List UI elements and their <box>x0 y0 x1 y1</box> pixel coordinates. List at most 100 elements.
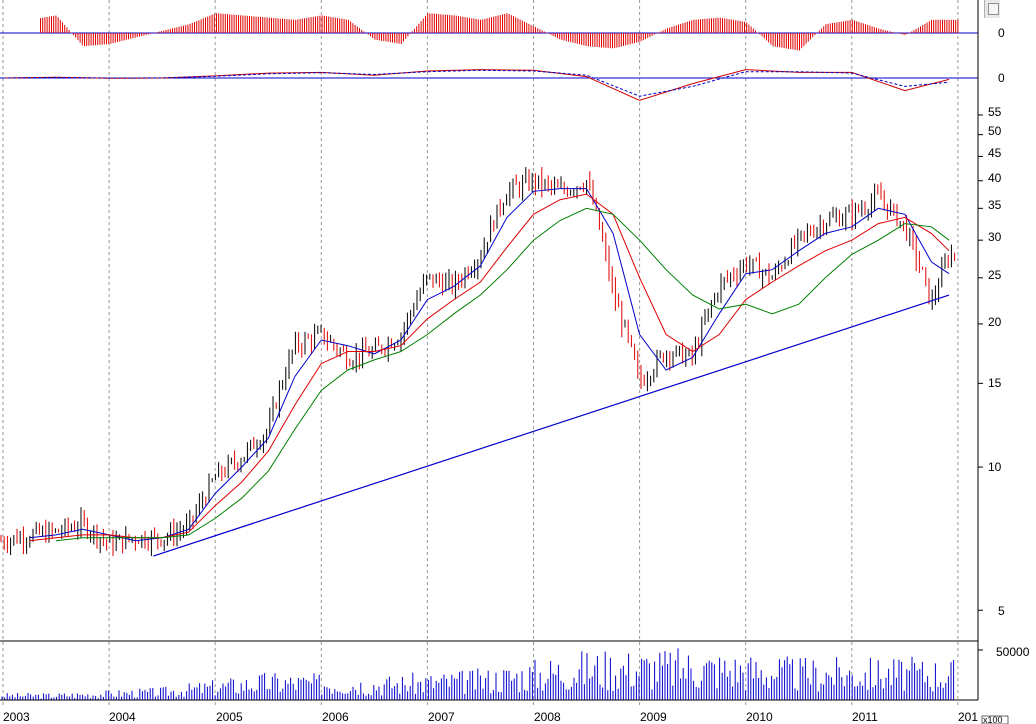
hist-bar <box>394 33 396 43</box>
hist-bar <box>207 16 209 33</box>
hist-bar <box>893 32 895 33</box>
hist-bar <box>579 33 580 45</box>
hist-bar <box>574 33 576 44</box>
hist-bar <box>563 33 565 41</box>
hist-bar <box>213 13 215 34</box>
hist-bar <box>799 33 800 51</box>
hist-bar <box>642 33 644 41</box>
hist-bar <box>664 29 666 33</box>
hist-bar <box>876 27 877 33</box>
hist-bar <box>304 18 305 33</box>
hist-bar <box>172 28 173 33</box>
hist-bar <box>942 19 943 33</box>
hist-bar <box>950 19 952 33</box>
hist-bar <box>752 28 754 33</box>
hist-bar <box>689 21 690 33</box>
hist-bar <box>433 13 435 33</box>
hist-bar <box>686 21 688 33</box>
scroll-arrow-button[interactable] <box>984 0 1000 18</box>
hist-bar <box>620 33 622 47</box>
hist-bar <box>392 33 393 43</box>
hist-bar <box>262 17 264 33</box>
hist-bar <box>97 33 99 45</box>
hist-bar <box>614 33 616 49</box>
macd-panel <box>0 69 978 101</box>
hist-bar <box>90 33 92 46</box>
hist-bar <box>587 33 589 47</box>
hist-bar <box>46 17 48 33</box>
hist-bar <box>57 17 59 33</box>
hist-bar <box>334 17 336 33</box>
hist-bar <box>928 21 930 33</box>
hist-bar <box>343 19 345 33</box>
hist-bar <box>482 19 484 33</box>
hist-bar <box>198 20 200 33</box>
hist-bar <box>462 16 464 33</box>
hist-bar <box>616 33 618 48</box>
price-tick-label: 20 <box>988 315 1002 329</box>
x-axis-label: 2009 <box>640 710 667 724</box>
volume-multiplier-box <box>981 715 1009 724</box>
hist-bar <box>590 33 591 47</box>
hist-bar <box>350 21 352 33</box>
hist-bar <box>658 32 660 33</box>
hist-bar <box>444 14 446 33</box>
price-tick-label: 10 <box>988 460 1002 474</box>
hist-bar <box>543 31 545 33</box>
hist-bar <box>631 33 633 44</box>
hist-bar <box>759 33 761 35</box>
hist-bar <box>451 15 453 33</box>
hist-bar <box>783 33 785 49</box>
hist-bar <box>141 33 143 36</box>
hist-bar <box>319 15 321 33</box>
hist-bar <box>823 26 825 33</box>
hist-bar <box>719 17 721 33</box>
hist-bar <box>568 33 569 42</box>
hist-bar <box>453 15 455 33</box>
hist-bar <box>48 16 50 33</box>
hist-bar <box>805 33 807 44</box>
hist-bar <box>257 16 259 33</box>
hist-bar <box>112 33 114 44</box>
hist-bar <box>128 33 129 40</box>
hist-bar <box>229 14 231 33</box>
hist-bar <box>922 25 924 33</box>
hist-bar <box>299 19 301 33</box>
hist-bar <box>915 29 917 33</box>
hist-bar <box>493 16 495 33</box>
price-tick-label: 30 <box>988 230 1002 244</box>
hist-bar <box>499 15 501 33</box>
hist-bar <box>40 18 41 33</box>
hist-bar <box>933 19 935 33</box>
hist-bar <box>431 13 433 33</box>
hist-bar <box>682 23 684 33</box>
hist-bar <box>81 33 83 46</box>
hist-bar <box>728 19 730 33</box>
hist-bar <box>651 33 653 36</box>
hist-bar <box>867 24 869 33</box>
hist-bar <box>108 33 110 45</box>
hist-bar <box>174 27 176 33</box>
hist-bar <box>576 33 578 44</box>
hist-bar <box>308 17 310 33</box>
hist-bar <box>123 33 125 41</box>
hist-bar <box>235 14 237 33</box>
hist-bar <box>341 18 343 33</box>
hist-bar <box>352 23 354 33</box>
hist-bar <box>836 22 838 33</box>
hist-bar <box>708 18 710 33</box>
hist-bar <box>42 17 44 33</box>
hist-bar <box>722 18 723 33</box>
hist-bar <box>803 33 805 46</box>
hist-bar <box>717 17 719 33</box>
hist-bar <box>447 14 448 34</box>
axes-frame <box>0 0 979 701</box>
hist-bar <box>306 17 308 33</box>
hist-bar <box>609 33 611 49</box>
hist-bar <box>904 33 906 36</box>
hist-bar <box>167 29 169 33</box>
hist-bar <box>856 21 858 33</box>
hist-bar <box>528 23 530 33</box>
x-axis-label: 2011 <box>852 710 878 724</box>
hist-bar <box>70 32 72 33</box>
